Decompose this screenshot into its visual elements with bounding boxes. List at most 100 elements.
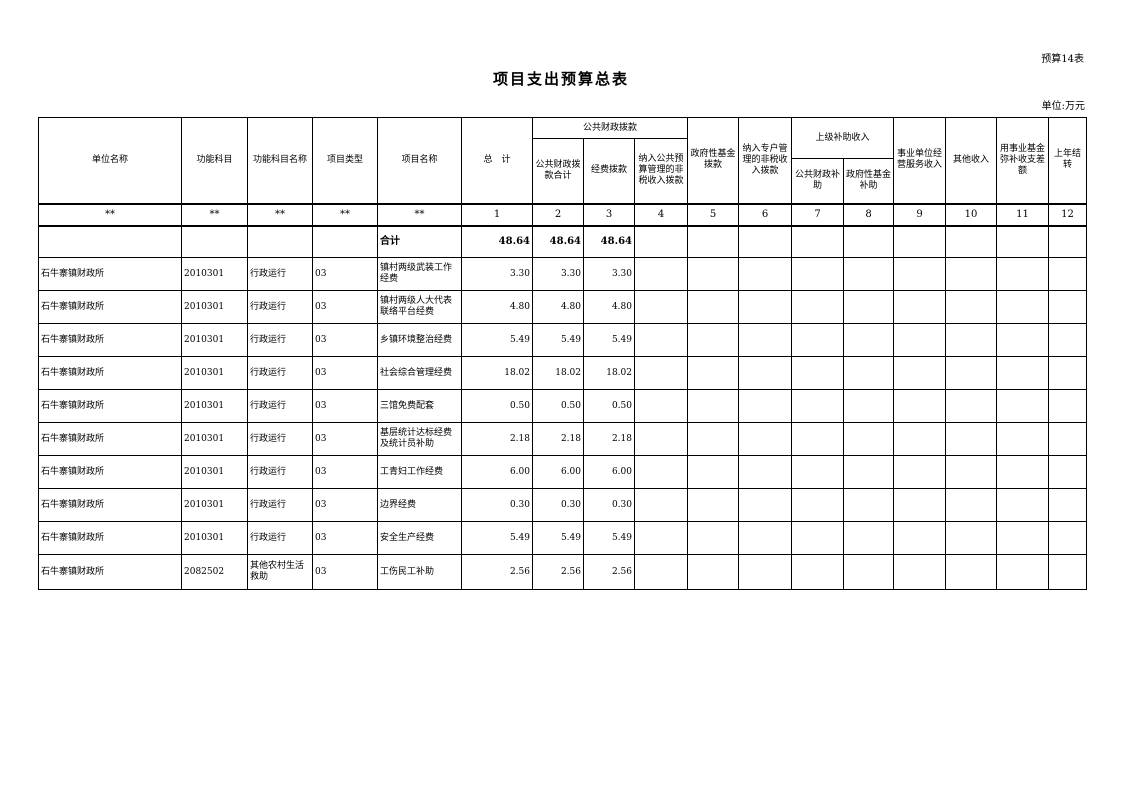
- empty-cell: [945, 257, 998, 291]
- empty-cell: [634, 488, 688, 522]
- col-header-function-code: 功能科目: [181, 117, 248, 204]
- total-row-funds-allocation: 48.64: [583, 225, 635, 258]
- code-cell: 2: [532, 202, 584, 227]
- function-name-cell: 行政运行: [247, 422, 313, 456]
- empty-cell: [945, 323, 998, 357]
- total-row-label: 合计: [377, 225, 462, 258]
- project-type-cell: 03: [312, 323, 378, 357]
- grand-total-cell: 2.56: [461, 554, 533, 590]
- empty-cell: [893, 225, 947, 258]
- code-cell: 11: [996, 202, 1050, 227]
- empty-cell: [842, 455, 895, 489]
- empty-cell: [996, 290, 1050, 324]
- col-header-funds-allocation: 经费拨款: [583, 138, 635, 204]
- code-cell: 5: [687, 202, 739, 227]
- table-header: 单位名称 功能科目 功能科目名称 项目类型 项目名称 总 计 公共财政拨款 政府…: [38, 117, 1088, 204]
- table-row: 石牛寨镇财政所 2010301 行政运行 03 基层统计达标经费及统计员补助 2.18 2.…: [38, 422, 1088, 456]
- empty-cell: [738, 422, 792, 456]
- public-finance-total-cell: 3.30: [532, 257, 584, 291]
- funds-allocation-cell: 5.49: [583, 521, 635, 555]
- empty-cell: [893, 323, 947, 357]
- col-group-superior-subsidy: 上级补助收入: [790, 117, 895, 159]
- unit-name-cell: 石牛寨镇财政所: [38, 521, 182, 555]
- empty-cell: [996, 521, 1050, 555]
- project-name-cell: 工青妇工作经费: [377, 455, 462, 489]
- public-finance-total-cell: 6.00: [532, 455, 584, 489]
- unit-name-cell: 石牛寨镇财政所: [38, 554, 182, 590]
- col-header-public-finance-total: 公共财政拨款合计: [532, 138, 584, 204]
- empty-cell: [791, 257, 844, 291]
- project-name-cell: 基层统计达标经费及统计员补助: [377, 422, 462, 456]
- empty-cell: [634, 323, 688, 357]
- unit-name-cell: 石牛寨镇财政所: [38, 389, 182, 423]
- empty-cell: [634, 422, 688, 456]
- code-cell: 9: [893, 202, 947, 227]
- budget-table: 单位名称 功能科目 功能科目名称 项目类型 项目名称 总 计 公共财政拨款 政府…: [38, 117, 1088, 590]
- empty-cell: [687, 389, 739, 423]
- empty-cell: [842, 389, 895, 423]
- col-header-superior-public-finance: 公共财政补助: [791, 158, 844, 204]
- empty-cell: [634, 356, 688, 390]
- col-header-gov-fund-allocation: 政府性基金拨款: [687, 117, 739, 204]
- empty-cell: [1048, 389, 1088, 423]
- empty-cell: [893, 290, 947, 324]
- empty-cell: [687, 225, 739, 258]
- empty-cell: [996, 554, 1050, 590]
- table-body: ** ** ** ** ** 1 2 3 4 5 6 7 8 9 10 11 1…: [38, 202, 1088, 590]
- code-cell: 12: [1048, 202, 1088, 227]
- code-cell: 6: [738, 202, 792, 227]
- project-type-cell: 03: [312, 455, 378, 489]
- empty-cell: [945, 554, 998, 590]
- unit-name-cell: 石牛寨镇财政所: [38, 257, 182, 291]
- grand-total-cell: 6.00: [461, 455, 533, 489]
- function-code-cell: 2010301: [181, 422, 248, 456]
- public-finance-total-cell: 5.49: [532, 323, 584, 357]
- empty-cell: [893, 521, 947, 555]
- empty-cell: [996, 323, 1050, 357]
- empty-cell: [996, 257, 1050, 291]
- empty-cell: [791, 323, 844, 357]
- empty-cell: [1048, 488, 1088, 522]
- empty-cell: [791, 225, 844, 258]
- code-cell: 7: [791, 202, 844, 227]
- empty-cell: [842, 323, 895, 357]
- col-header-project-name: 项目名称: [377, 117, 462, 204]
- grand-total-cell: 2.18: [461, 422, 533, 456]
- empty-cell: [687, 455, 739, 489]
- col-header-project-type: 项目类型: [312, 117, 378, 204]
- empty-cell: [738, 323, 792, 357]
- grand-total-cell: 3.30: [461, 257, 533, 291]
- funds-allocation-cell: 2.56: [583, 554, 635, 590]
- unit-name-cell: 石牛寨镇财政所: [38, 290, 182, 324]
- empty-cell: [791, 389, 844, 423]
- table-row: 石牛寨镇财政所 2082502 其他农村生活救助 03 工伤民工补助 2.56 2.56 2.…: [38, 554, 1088, 590]
- table-row: 石牛寨镇财政所 2010301 行政运行 03 镇村两级人大代表联络平台经费 4.80 4.…: [38, 290, 1088, 324]
- empty-cell: [687, 488, 739, 522]
- project-name-cell: 边界经费: [377, 488, 462, 522]
- project-name-cell: 乡镇环境整治经费: [377, 323, 462, 357]
- col-header-prev-year-carryover: 上年结转: [1048, 117, 1088, 204]
- empty-cell: [1048, 257, 1088, 291]
- empty-cell: [791, 290, 844, 324]
- project-name-cell: 三馆免费配套: [377, 389, 462, 423]
- function-code-cell: 2010301: [181, 323, 248, 357]
- total-row: 合计 48.64 48.64 48.64: [38, 225, 1088, 258]
- empty-cell: [1048, 290, 1088, 324]
- function-code-cell: 2082502: [181, 554, 248, 590]
- empty-cell: [791, 422, 844, 456]
- funds-allocation-cell: 6.00: [583, 455, 635, 489]
- col-header-superior-gov-fund: 政府性基金补助: [842, 158, 895, 204]
- col-header-other-income: 其他收入: [945, 117, 998, 204]
- empty-cell: [996, 455, 1050, 489]
- col-header-function-name: 功能科目名称: [247, 117, 313, 204]
- code-cell: 10: [945, 202, 998, 227]
- empty-cell: [687, 323, 739, 357]
- total-row-grand-total: 48.64: [461, 225, 533, 258]
- empty-cell: [738, 257, 792, 291]
- table-row: 石牛寨镇财政所 2010301 行政运行 03 安全生产经费 5.49 5.49 5.49: [38, 521, 1088, 555]
- project-type-cell: 03: [312, 257, 378, 291]
- empty-cell: [312, 225, 378, 258]
- project-name-cell: 镇村两级武装工作经费: [377, 257, 462, 291]
- empty-cell: [893, 257, 947, 291]
- empty-cell: [893, 422, 947, 456]
